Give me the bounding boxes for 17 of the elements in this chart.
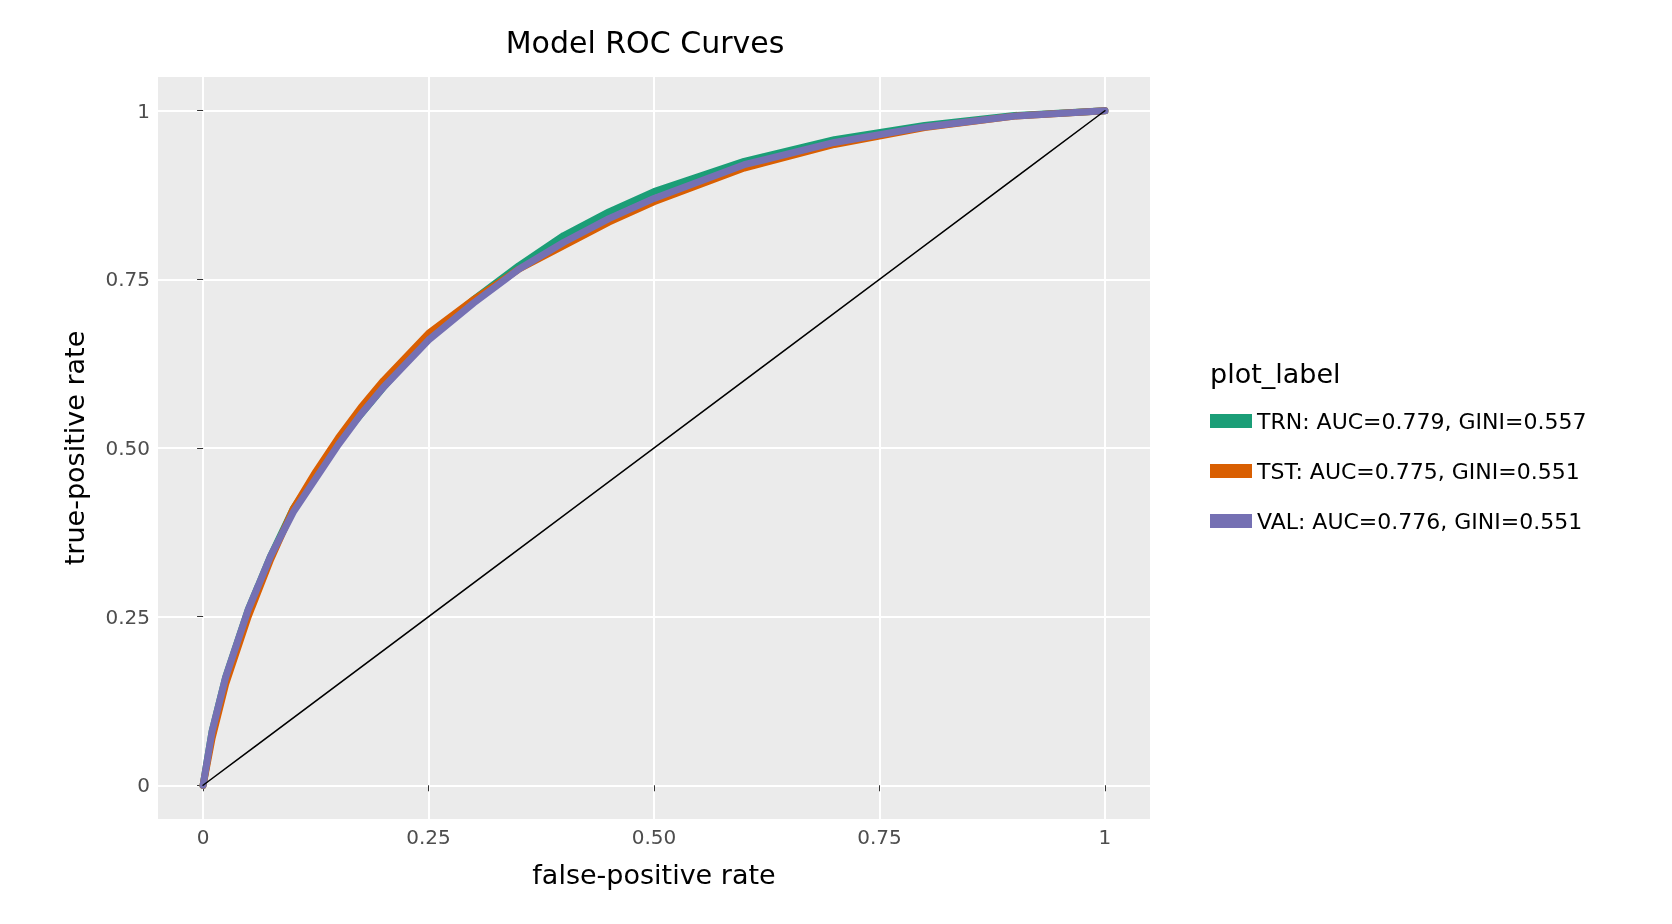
legend-label: TST: AUC=0.775, GINI=0.551 (1256, 458, 1580, 484)
x-tick-label: 0.75 (857, 825, 902, 849)
y-tick-label: 0.75 (105, 267, 150, 292)
y-axis-title: true-positive rate (59, 330, 90, 566)
legend-label: TRN: AUC=0.779, GINI=0.557 (1256, 408, 1587, 434)
y-tick-label: 0.25 (105, 604, 150, 629)
chart-title: Model ROC Curves (505, 24, 785, 60)
x-tick-label: 0.25 (406, 825, 451, 849)
y-tick-label: 1 (137, 98, 150, 123)
legend-title: plot_label (1210, 358, 1341, 389)
x-tick-label: 0 (196, 825, 210, 849)
legend-label: VAL: AUC=0.776, GINI=0.551 (1257, 508, 1583, 534)
y-tick-label: 0 (137, 773, 150, 798)
x-axis-title: false-positive rate (532, 859, 776, 890)
x-tick-label: 1 (1098, 825, 1112, 849)
x-tick-label: 0.50 (631, 825, 677, 849)
y-tick-label: 0.50 (105, 436, 150, 460)
